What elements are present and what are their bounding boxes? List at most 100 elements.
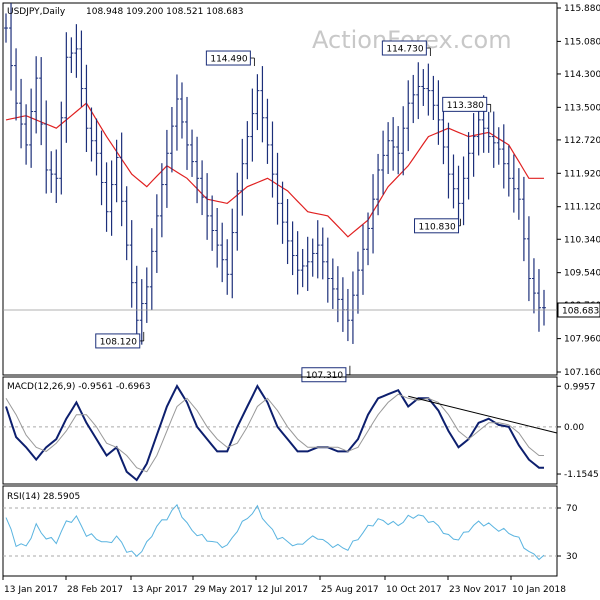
x-tick-label: 13 Jan 2017 bbox=[4, 585, 58, 595]
price-bar bbox=[54, 149, 59, 203]
price-bar bbox=[491, 111, 496, 168]
price-bar bbox=[94, 118, 99, 176]
price-bar bbox=[109, 160, 114, 236]
price-bar bbox=[124, 186, 129, 261]
price-bar bbox=[49, 151, 54, 193]
price-annotation: 114.730 bbox=[381, 40, 431, 57]
price-bar bbox=[84, 64, 89, 153]
price-bar bbox=[74, 24, 79, 78]
price-bar bbox=[411, 74, 416, 124]
price-bar bbox=[139, 279, 144, 345]
price-bar bbox=[330, 258, 335, 309]
price-annotation-label: 108.120 bbox=[100, 337, 137, 347]
price-bar bbox=[59, 101, 64, 195]
price-bar bbox=[396, 126, 401, 175]
price-bar bbox=[265, 98, 270, 164]
price-bar bbox=[185, 96, 190, 170]
price-bar bbox=[179, 82, 184, 139]
price-bar bbox=[466, 132, 471, 200]
price-bar bbox=[64, 32, 69, 143]
rsi-y-tick-label: 70 bbox=[566, 504, 578, 514]
price-bar bbox=[19, 78, 24, 149]
price-bar bbox=[169, 106, 174, 173]
price-bar bbox=[511, 154, 516, 213]
price-bar bbox=[381, 130, 386, 195]
price-y-tick-label: 107.160 bbox=[564, 368, 600, 378]
price-bar bbox=[89, 107, 94, 162]
price-annotations: 114.490 108.120 107.310 114.730 113.380 110.8… bbox=[95, 40, 492, 383]
price-bar bbox=[275, 152, 280, 225]
price-bar bbox=[506, 145, 511, 197]
price-bar bbox=[245, 121, 250, 180]
price-bar bbox=[114, 139, 119, 203]
price-bar bbox=[376, 153, 381, 216]
macd-panel-title: MACD(12,26,9) -0.9561 -0.6963 bbox=[7, 382, 151, 392]
price-bar bbox=[542, 289, 546, 326]
price-bar bbox=[471, 113, 476, 177]
price-bars bbox=[4, 3, 546, 345]
macd-y-tick-label: 0.00 bbox=[564, 423, 584, 433]
price-annotation-label: 114.730 bbox=[386, 45, 423, 55]
price-y-tick-label: 111.120 bbox=[564, 203, 600, 213]
price-bar bbox=[190, 129, 195, 177]
x-tick-label: 13 Apr 2017 bbox=[132, 585, 188, 595]
x-tick-label: 29 May 2017 bbox=[194, 585, 253, 595]
price-bar bbox=[406, 80, 411, 152]
price-bar bbox=[521, 176, 526, 262]
price-bar bbox=[195, 136, 200, 204]
price-y-tick-label: 110.340 bbox=[564, 235, 600, 245]
price-bar bbox=[104, 162, 109, 232]
price-bar bbox=[154, 194, 159, 273]
price-bar bbox=[486, 111, 491, 153]
price-bar bbox=[320, 227, 325, 280]
price-panel: 114.490 108.120 107.310 114.730 113.380 110.8… bbox=[2, 2, 600, 383]
macd-y-tick-label: -1.1545 bbox=[564, 470, 599, 480]
price-y-tick-label: 113.500 bbox=[564, 103, 600, 113]
price-bar bbox=[99, 130, 104, 206]
rsi-panel-frame bbox=[2, 485, 558, 577]
price-bar bbox=[536, 269, 541, 332]
macd-line bbox=[5, 384, 544, 482]
x-tick-label: 23 Nov 2017 bbox=[449, 585, 507, 595]
price-y-tick-label: 114.300 bbox=[564, 70, 600, 80]
price-bar bbox=[210, 195, 215, 251]
price-bar bbox=[315, 220, 320, 279]
price-bar bbox=[34, 56, 39, 134]
price-annotation: 108.120 bbox=[95, 331, 145, 349]
price-bar bbox=[235, 172, 240, 251]
price-y-tick-label: 111.920 bbox=[564, 169, 600, 179]
price-bar bbox=[531, 258, 536, 314]
price-bar bbox=[164, 129, 169, 208]
price-bar bbox=[366, 212, 371, 266]
macd-signal-line bbox=[5, 393, 544, 473]
price-bar bbox=[300, 248, 305, 288]
price-bar bbox=[371, 174, 376, 254]
price-bar bbox=[345, 288, 350, 342]
price-bar bbox=[215, 207, 220, 268]
x-tick-label: 10 Jan 2018 bbox=[512, 585, 566, 595]
price-bar bbox=[496, 127, 501, 165]
rsi-panel: 70 30 RSI(14) 28.5905 bbox=[2, 485, 578, 577]
price-bar bbox=[14, 48, 19, 121]
last-price-label: 108.683 bbox=[562, 307, 599, 317]
price-bar bbox=[280, 181, 285, 244]
price-panel-title: USDJPY,Daily bbox=[7, 7, 66, 17]
macd-lines bbox=[3, 384, 558, 482]
price-bar bbox=[29, 88, 34, 168]
price-bar bbox=[426, 63, 431, 116]
price-bar bbox=[446, 122, 451, 199]
price-annotation: 113.380 bbox=[442, 96, 492, 113]
price-bar bbox=[250, 88, 255, 162]
macd-panel-frame bbox=[2, 376, 558, 485]
price-bar bbox=[436, 80, 441, 145]
price-bar bbox=[149, 228, 154, 311]
price-bar bbox=[205, 173, 210, 240]
price-bar bbox=[174, 74, 179, 151]
price-y-tick-label: 107.960 bbox=[564, 335, 600, 345]
price-y-tick-label: 109.540 bbox=[564, 269, 600, 279]
price-bar bbox=[44, 100, 49, 194]
price-y-ticks: 115.880 115.080 114.300 113.500 112.720 111.9… bbox=[557, 4, 600, 378]
price-bar bbox=[159, 163, 164, 238]
moving-average-path bbox=[5, 102, 544, 238]
